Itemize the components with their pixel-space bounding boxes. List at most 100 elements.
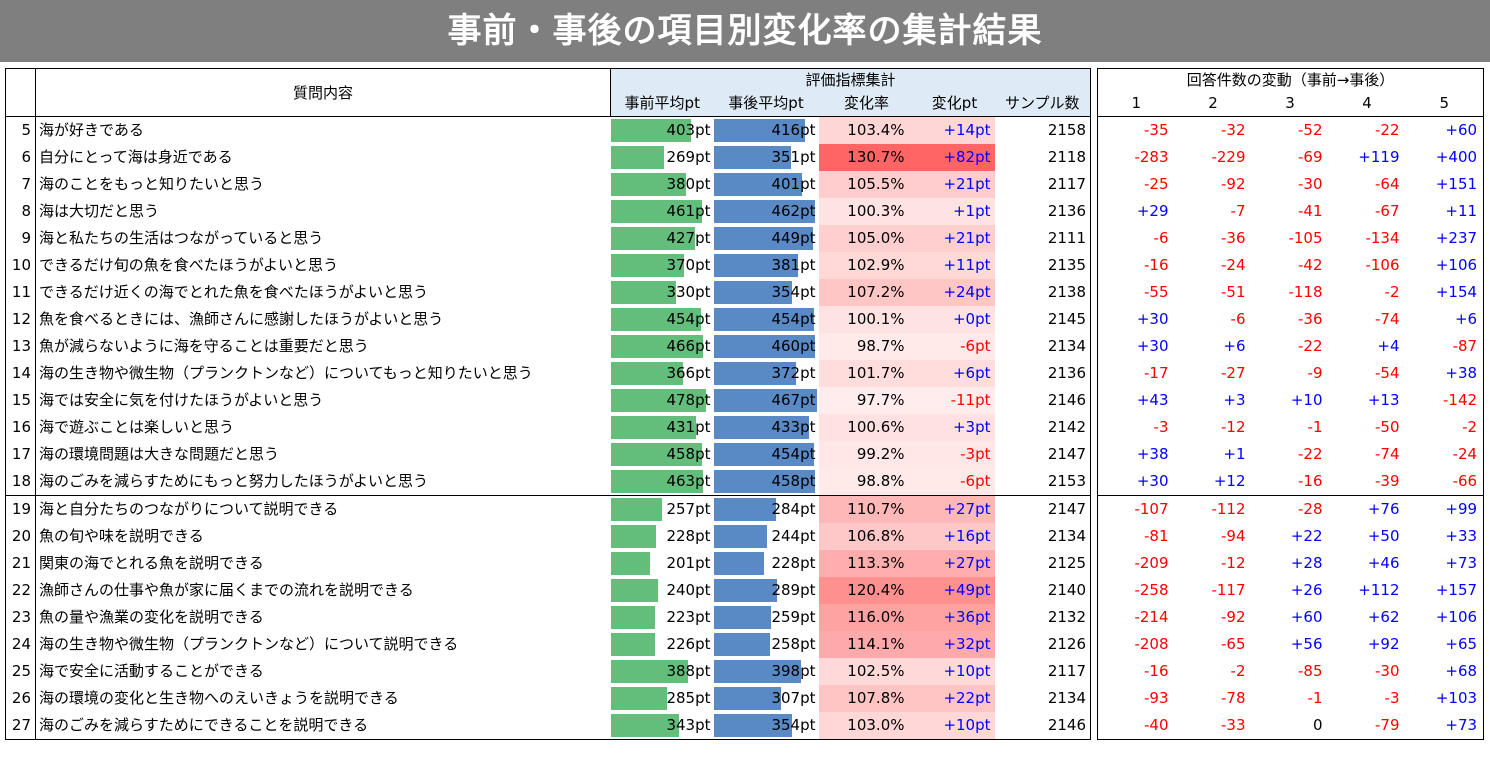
response-change-4: +92 [1367, 635, 1400, 653]
rate-value: 97.7% [818, 387, 915, 414]
response-change-4: -30 [1375, 662, 1400, 680]
rate-value: 98.8% [818, 468, 915, 496]
response-change-5: -142 [1443, 391, 1478, 409]
pre-avg-value: 257pt [666, 500, 711, 518]
post-avg-bar [713, 714, 792, 737]
evaluation-table: 質問内容 評価指標集計 事前平均pt 事後平均pt 変化率 変化pt サンプル数… [5, 68, 1091, 740]
pre-avg-value: 380pt [666, 175, 711, 193]
post-avg-cell: 244pt [713, 523, 819, 550]
pre-avg-bar [610, 470, 703, 493]
post-avg-value: 259pt [771, 608, 816, 626]
response-row: +43 +3 +10 +13 -142 [1098, 387, 1484, 414]
response-change-3: +26 [1290, 581, 1323, 599]
scale-header-3: 3 [1251, 91, 1329, 117]
response-row: -16 -24 -42 -106 +106 [1098, 252, 1484, 279]
table-row: 5 海が好きである 403pt 416pt 103.4% +14pt 2158 [5, 116, 1091, 145]
response-row: -214 -92 +60 +62 +106 [1098, 604, 1484, 631]
row-number: 9 [5, 225, 36, 252]
diff-value: -6pt [914, 333, 995, 360]
response-change-3: -1 [1307, 418, 1323, 436]
page-title: 事前・事後の項目別変化率の集計結果 [0, 0, 1490, 62]
response-change-1: +29 [1136, 202, 1169, 220]
response-change-2: -78 [1221, 689, 1246, 707]
response-row: -93 -78 -1 -3 +103 [1098, 685, 1484, 712]
response-change-2: -112 [1174, 495, 1252, 523]
response-change-3: -41 [1298, 202, 1323, 220]
post-avg-cell: 381pt [713, 252, 819, 279]
rate-value: 102.5% [818, 658, 915, 685]
post-avg-bar [713, 173, 802, 196]
response-row: +30 +12 -16 -39 -66 [1098, 468, 1484, 496]
pre-avg-cell: 458pt [610, 441, 714, 468]
response-change-5: +154 [1435, 283, 1478, 301]
diff-value: +49pt [914, 577, 995, 604]
rate-value: 102.9% [818, 252, 915, 279]
sample-value: 2126 [994, 631, 1091, 658]
response-change-1: -35 [1144, 121, 1169, 139]
sample-value: 2134 [994, 685, 1091, 712]
post-avg-cell: 401pt [713, 171, 819, 198]
diff-value: -11pt [914, 387, 995, 414]
response-row: -258 -117 +26 +112 +157 [1098, 577, 1484, 604]
response-change-3: +10 [1290, 391, 1323, 409]
response-change-5: -2 [1462, 418, 1478, 436]
post-avg-bar [713, 606, 771, 629]
response-change-2: +12 [1213, 472, 1246, 490]
post-avg-bar [713, 660, 802, 683]
pre-avg-cell: 257pt [610, 495, 714, 523]
diff-header: 変化pt [914, 91, 995, 117]
diff-value: +1pt [914, 198, 995, 225]
pre-avg-value: 478pt [666, 391, 711, 409]
post-avg-cell: 354pt [713, 712, 819, 740]
row-number: 16 [5, 414, 36, 441]
row-number: 6 [5, 144, 36, 171]
row-number: 19 [5, 495, 36, 523]
post-avg-bar [713, 335, 815, 358]
post-avg-value: 228pt [771, 554, 816, 572]
question-text: 魚の旬や味を説明できる [39, 527, 204, 545]
pre-avg-value: 427pt [666, 229, 711, 247]
response-row: -25 -92 -30 -64 +151 [1098, 171, 1484, 198]
response-change-4: +50 [1367, 527, 1400, 545]
pre-avg-cell: 403pt [610, 117, 714, 145]
pre-avg-cell: 478pt [610, 387, 714, 414]
response-change-4: +62 [1367, 608, 1400, 626]
diff-value: +10pt [914, 658, 995, 685]
pre-avg-cell: 269pt [610, 144, 714, 171]
table-row: 25 海で安全に活動することができる 388pt 398pt 102.5% +10pt 21… [5, 658, 1091, 685]
question-text: できるだけ旬の魚を食べたほうがよいと思う [39, 256, 338, 274]
row-number: 22 [5, 577, 36, 604]
pre-avg-value: 223pt [666, 608, 711, 626]
pre-avg-bar [610, 146, 664, 169]
response-row: -81 -94 +22 +50 +33 [1098, 523, 1484, 550]
pre-avg-bar [610, 525, 656, 548]
diff-value: +82pt [914, 144, 995, 171]
response-change-4: -3 [1384, 689, 1400, 707]
response-change-5: +99 [1405, 495, 1484, 523]
response-change-3: -36 [1298, 310, 1323, 328]
rate-value: 106.8% [818, 523, 915, 550]
post-avg-value: 354pt [771, 716, 816, 734]
post-avg-bar [713, 525, 768, 548]
pre-avg-cell: 388pt [610, 658, 714, 685]
rate-value: 130.7% [818, 144, 915, 171]
post-avg-bar [713, 227, 813, 250]
response-change-2: -92 [1221, 175, 1246, 193]
response-change-2: -32 [1221, 121, 1246, 139]
response-row: +38 +1 -22 -74 -24 [1098, 441, 1484, 468]
post-avg-bar [713, 146, 791, 169]
pre-avg-cell: 343pt [610, 712, 714, 740]
pre-avg-value: 431pt [666, 418, 711, 436]
response-change-3: +60 [1290, 608, 1323, 626]
response-change-1: -16 [1144, 256, 1169, 274]
response-change-5: +60 [1445, 121, 1478, 139]
diff-value: +36pt [914, 604, 995, 631]
row-number: 10 [5, 252, 36, 279]
table-row: 8 海は大切だと思う 461pt 462pt 100.3% +1pt 2136 [5, 198, 1091, 225]
rate-value: 105.0% [818, 225, 915, 252]
post-avg-value: 433pt [771, 418, 816, 436]
sample-value: 2147 [994, 495, 1091, 523]
post-avg-value: 467pt [771, 391, 816, 409]
table-row: 19 海と自分たちのつながりについて説明できる 257pt 284pt 110.7% +2… [5, 495, 1091, 523]
pre-avg-value: 269pt [666, 148, 711, 166]
